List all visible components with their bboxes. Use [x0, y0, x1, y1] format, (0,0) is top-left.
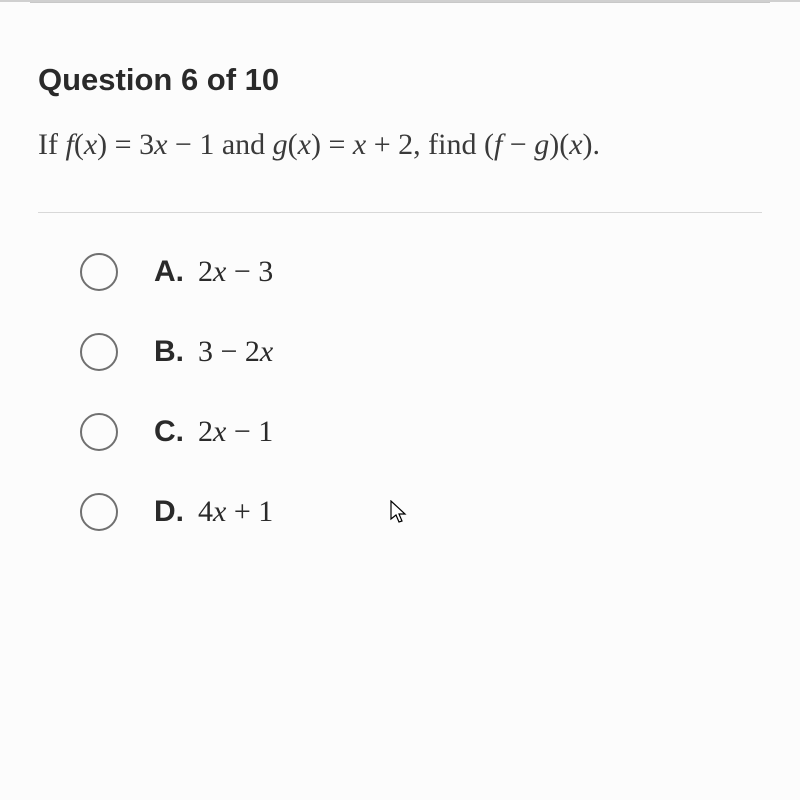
- opt-prefix: 3 − 2: [198, 335, 260, 368]
- option-a-text: 2x − 3: [198, 255, 273, 289]
- top-divider: [30, 2, 770, 3]
- q-text-part: (: [74, 128, 84, 161]
- option-c[interactable]: C. 2x − 1: [80, 413, 800, 451]
- question-heading: Question 6 of 10: [0, 2, 800, 128]
- opt-suffix: − 3: [226, 255, 273, 288]
- option-d-letter: D.: [154, 495, 184, 529]
- radio-button-a[interactable]: [80, 253, 118, 291]
- option-d[interactable]: D. 4x + 1: [80, 493, 800, 531]
- opt-prefix: 4: [198, 495, 213, 528]
- q-f-var: f: [65, 128, 73, 161]
- q-text-part: )(: [549, 128, 569, 161]
- radio-button-d[interactable]: [80, 493, 118, 531]
- opt-var: x: [213, 495, 226, 528]
- q-g-var: g: [534, 128, 549, 161]
- option-b-letter: B.: [154, 335, 184, 369]
- opt-suffix: + 1: [226, 495, 273, 528]
- q-x-var: x: [154, 128, 167, 161]
- q-text-part: (: [288, 128, 298, 161]
- option-b[interactable]: B. 3 − 2x: [80, 333, 800, 371]
- q-x-var: x: [298, 128, 311, 161]
- options-list: A. 2x − 3 B. 3 − 2x C. 2x − 1 D. 4x + 1: [0, 213, 800, 531]
- option-a-letter: A.: [154, 255, 184, 289]
- opt-suffix: − 1: [226, 415, 273, 448]
- q-x-var: x: [569, 128, 582, 161]
- q-text-part: If: [38, 128, 65, 161]
- opt-var: x: [213, 255, 226, 288]
- q-text-part: −: [502, 128, 534, 161]
- opt-prefix: 2: [198, 415, 213, 448]
- option-a[interactable]: A. 2x − 3: [80, 253, 800, 291]
- option-c-text: 2x − 1: [198, 415, 273, 449]
- quiz-container: Question 6 of 10 If f(x) = 3x − 1 and g(…: [0, 0, 800, 800]
- option-d-text: 4x + 1: [198, 495, 273, 529]
- opt-var: x: [260, 335, 273, 368]
- radio-button-c[interactable]: [80, 413, 118, 451]
- q-text-part: ).: [583, 128, 601, 161]
- question-prompt: If f(x) = 3x − 1 and g(x) = x + 2, find …: [0, 128, 800, 162]
- q-text-part: ) =: [311, 128, 353, 161]
- opt-prefix: 2: [198, 255, 213, 288]
- option-b-text: 3 − 2x: [198, 335, 273, 369]
- opt-var: x: [213, 415, 226, 448]
- q-text-part: + 2, find (: [366, 128, 494, 161]
- q-text-part: ) = 3: [97, 128, 154, 161]
- q-x-var: x: [84, 128, 97, 161]
- option-c-letter: C.: [154, 415, 184, 449]
- q-text-part: − 1 and: [167, 128, 272, 161]
- radio-button-b[interactable]: [80, 333, 118, 371]
- q-x-var: x: [353, 128, 366, 161]
- q-g-var: g: [273, 128, 288, 161]
